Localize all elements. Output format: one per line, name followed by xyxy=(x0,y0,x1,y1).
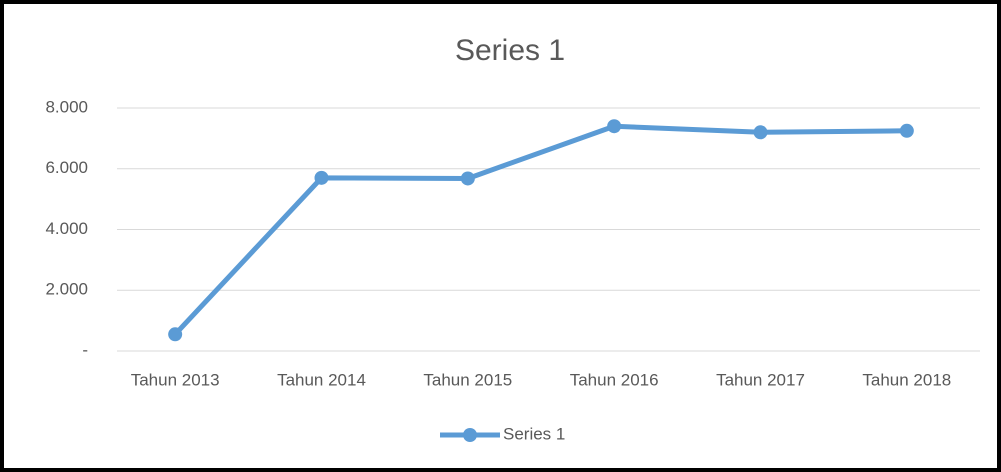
y-tick-label: 6.000 xyxy=(45,158,88,177)
x-tick-label: Tahun 2018 xyxy=(862,370,951,389)
x-tick-label: Tahun 2014 xyxy=(277,370,366,389)
point-marker xyxy=(753,125,768,140)
series-line xyxy=(173,123,907,337)
point-marker xyxy=(607,119,622,134)
x-tick-label: Tahun 2016 xyxy=(570,370,659,389)
point-marker xyxy=(460,171,475,186)
y-tick-label: 4.000 xyxy=(45,219,88,238)
chart-title: Series 1 xyxy=(455,34,565,67)
legend-marker xyxy=(463,428,477,442)
y-tick-label: 8.000 xyxy=(45,97,88,116)
y-tick-label: - xyxy=(82,340,88,359)
x-tick-label: Tahun 2013 xyxy=(131,370,220,389)
legend-label: Series 1 xyxy=(503,424,565,443)
x-tick-label: Tahun 2017 xyxy=(716,370,805,389)
point-marker xyxy=(168,327,183,342)
y-tick-label: 2.000 xyxy=(45,280,88,299)
point-marker xyxy=(314,170,329,185)
x-tick-label: Tahun 2015 xyxy=(423,370,512,389)
point-marker xyxy=(899,123,914,138)
